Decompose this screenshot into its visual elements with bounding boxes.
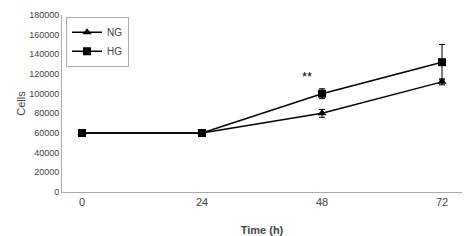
- svg-text:0: 0: [79, 196, 85, 208]
- svg-text:160000: 160000: [29, 30, 59, 40]
- svg-text:HG: HG: [107, 46, 122, 57]
- svg-text:72: 72: [436, 196, 448, 208]
- svg-text:**: **: [302, 69, 312, 84]
- svg-text:120000: 120000: [29, 69, 59, 79]
- svg-text:0: 0: [54, 187, 59, 197]
- svg-text:80000: 80000: [34, 108, 59, 118]
- svg-text:24: 24: [196, 196, 208, 208]
- svg-text:40000: 40000: [34, 148, 59, 158]
- svg-text:140000: 140000: [29, 49, 59, 59]
- svg-text:Cells: Cells: [15, 91, 27, 116]
- svg-text:20000: 20000: [34, 167, 59, 177]
- svg-text:180000: 180000: [29, 10, 59, 20]
- svg-text:48: 48: [316, 196, 328, 208]
- svg-text:Time (h): Time (h): [241, 224, 284, 236]
- svg-text:NG: NG: [107, 27, 122, 38]
- svg-text:100000: 100000: [29, 89, 59, 99]
- svg-text:60000: 60000: [34, 128, 59, 138]
